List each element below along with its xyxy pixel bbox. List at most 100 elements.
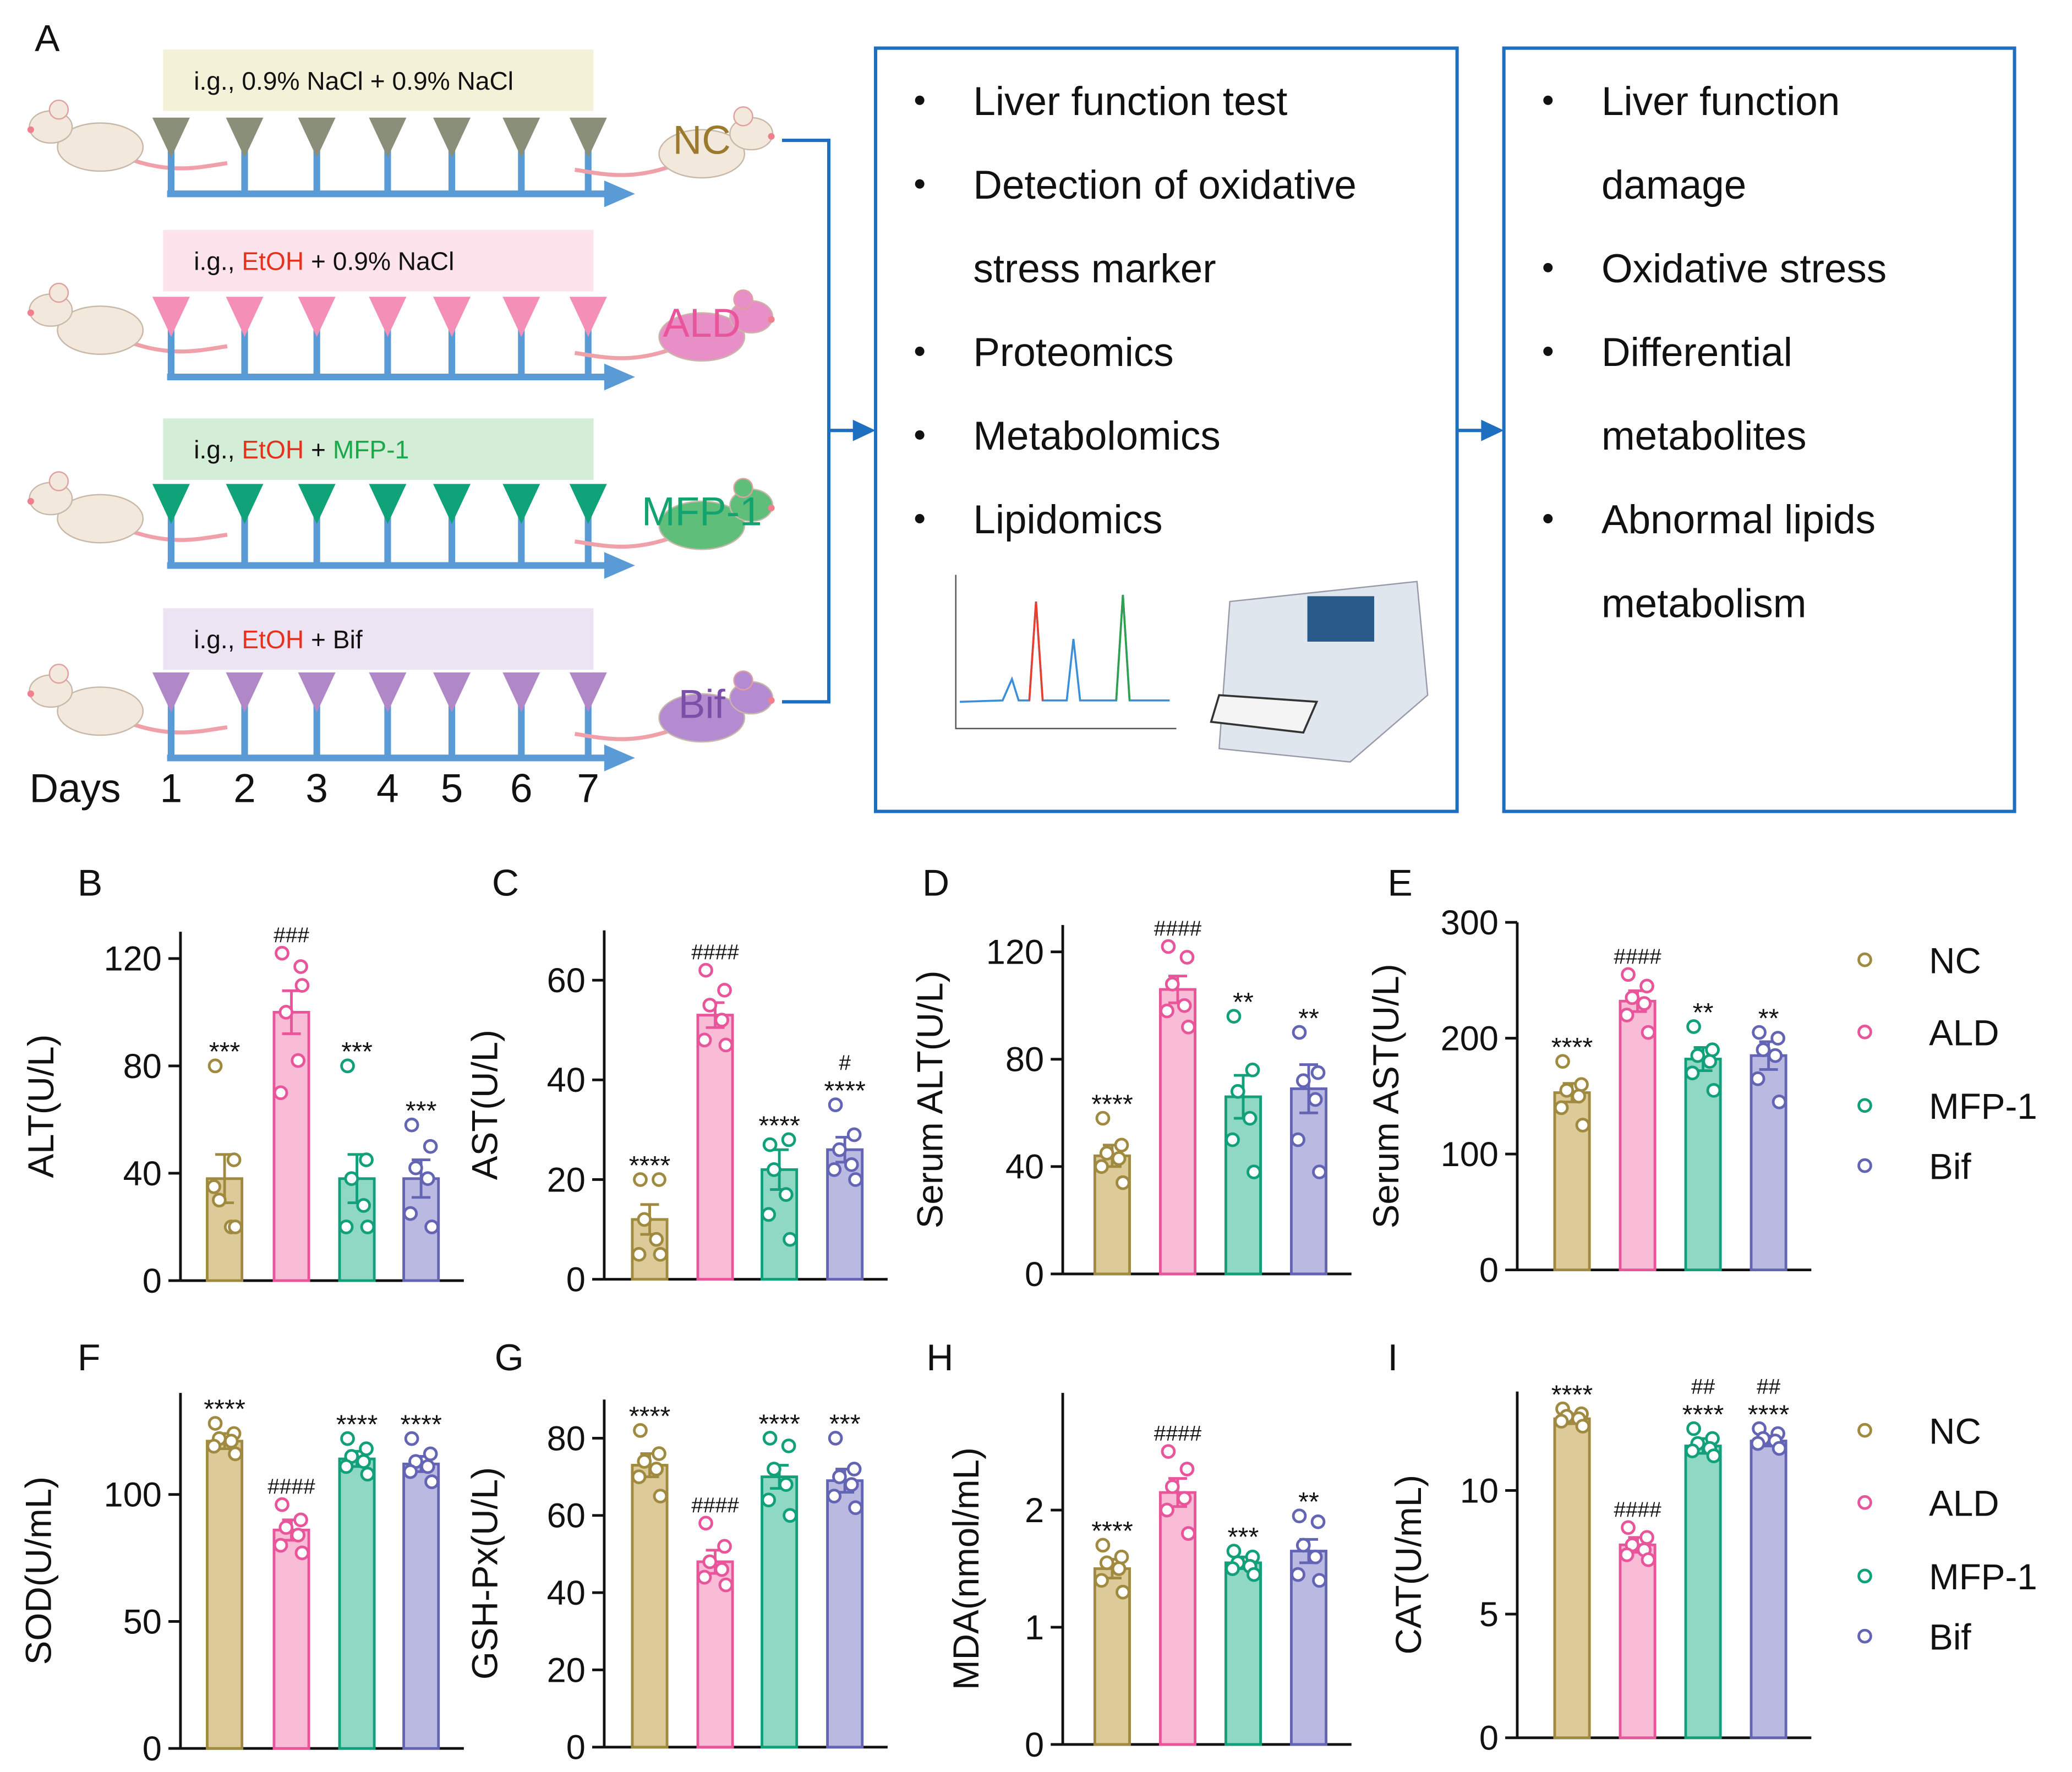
mouse-ear — [48, 664, 69, 684]
mouse-body — [658, 312, 746, 362]
dose-arrow — [152, 484, 190, 524]
significance-stars: **** — [1091, 1516, 1133, 1546]
bar — [1619, 999, 1656, 1272]
data-point — [714, 1562, 730, 1577]
treatment-part: i.g., — [194, 625, 242, 654]
mouse-ear — [48, 282, 69, 303]
significance-hashes: ## — [1691, 1375, 1715, 1399]
treatment-part: EtOH — [242, 625, 304, 654]
significance-stars: **** — [336, 1409, 378, 1439]
dose-arrow — [152, 117, 190, 158]
data-point — [1247, 1164, 1261, 1179]
data-point — [1312, 1164, 1327, 1179]
mouse-icon — [27, 471, 228, 544]
data-point — [1685, 1065, 1700, 1081]
treatment-part: EtOH — [242, 247, 304, 276]
list-text: Proteomics — [973, 330, 1173, 375]
mouse-tail — [133, 341, 228, 354]
data-point — [1690, 1048, 1705, 1063]
significance-stars: *** — [341, 1037, 373, 1067]
data-point — [1292, 1508, 1307, 1524]
mouse-ear — [733, 670, 753, 691]
data-point — [653, 1246, 668, 1262]
list-text: Differential — [1601, 330, 1792, 375]
bar — [631, 1464, 669, 1749]
data-point — [1099, 1555, 1114, 1571]
data-point — [702, 998, 718, 1013]
timeline-head — [604, 363, 635, 391]
data-point — [293, 1512, 308, 1528]
dose-arrow — [433, 672, 471, 713]
bullet — [1543, 514, 1553, 524]
data-point — [717, 1539, 732, 1554]
mouse-tail — [574, 729, 669, 741]
treatment-text: i.g., EtOH + MFP-1 — [194, 435, 409, 464]
data-point — [273, 1085, 288, 1101]
bar — [1750, 1440, 1787, 1740]
data-point — [761, 1207, 777, 1222]
y-tick-label: 10 — [1460, 1472, 1499, 1510]
significance-stars: **** — [1551, 1032, 1593, 1062]
mouse-tail — [133, 530, 228, 542]
significance-stars: **** — [824, 1076, 866, 1106]
mouse-body — [57, 305, 144, 355]
list-text: Detection of oxidative — [973, 163, 1357, 207]
y-tick-label: 20 — [547, 1161, 586, 1199]
data-point — [1768, 1048, 1783, 1063]
data-point — [844, 1477, 859, 1492]
data-point — [698, 1516, 713, 1531]
bullet — [915, 346, 925, 356]
day-number: 6 — [510, 766, 533, 811]
legend-marker — [1857, 1024, 1872, 1040]
day-number: 7 — [577, 766, 600, 811]
data-point — [653, 1489, 668, 1504]
mouse-body — [658, 129, 746, 179]
data-point — [1706, 1448, 1721, 1463]
timeline-head — [604, 552, 635, 579]
data-point — [1242, 1111, 1258, 1126]
data-point — [420, 1459, 435, 1474]
legend-label: ALD — [1929, 1484, 1999, 1524]
significance-stars: **** — [1682, 1399, 1724, 1429]
treatment-banner — [163, 49, 594, 111]
mouse-body — [57, 686, 144, 736]
significance-stars: **** — [758, 1409, 800, 1439]
bar — [1553, 1417, 1591, 1740]
data-point — [1094, 1573, 1109, 1588]
data-point — [832, 1142, 847, 1157]
data-point — [1575, 1118, 1590, 1133]
data-point — [278, 1520, 294, 1535]
y-tick-label: 100 — [104, 1476, 162, 1514]
y-axis-label: ALT(U/L) — [21, 1034, 61, 1178]
bar — [1619, 1543, 1656, 1740]
data-point — [631, 1469, 647, 1484]
significance-stars: **** — [1091, 1089, 1133, 1119]
outcomes-box — [1502, 46, 2016, 813]
y-tick-label: 100 — [1441, 1135, 1499, 1174]
legend-label: MFP-1 — [1929, 1086, 2037, 1126]
list-text: Metabolomics — [973, 414, 1220, 458]
treatment-part: + Bif — [304, 625, 363, 654]
mouse-nose — [768, 697, 775, 704]
data-point — [340, 1431, 355, 1446]
chromatogram-peak — [1115, 594, 1131, 701]
data-point — [1114, 1137, 1129, 1153]
data-point — [1772, 1095, 1787, 1109]
legend-marker — [1857, 1628, 1872, 1644]
data-point — [717, 982, 732, 998]
data-point — [291, 1528, 306, 1543]
data-point — [767, 1162, 781, 1177]
y-tick-label: 60 — [547, 1497, 586, 1535]
data-point — [1702, 1054, 1718, 1069]
dose-arrow — [369, 672, 407, 713]
mouse-body — [57, 494, 144, 544]
data-point — [637, 1454, 652, 1469]
bar — [1224, 1561, 1262, 1746]
legend-label: NC — [1929, 940, 1981, 981]
y-tick-label: 60 — [547, 961, 586, 1000]
mouse-body — [658, 693, 746, 743]
data-point — [1750, 1436, 1765, 1451]
list-text: Lipidomics — [973, 497, 1162, 542]
list-text: Oxidative stress — [1601, 247, 1887, 291]
data-point — [827, 1162, 842, 1177]
